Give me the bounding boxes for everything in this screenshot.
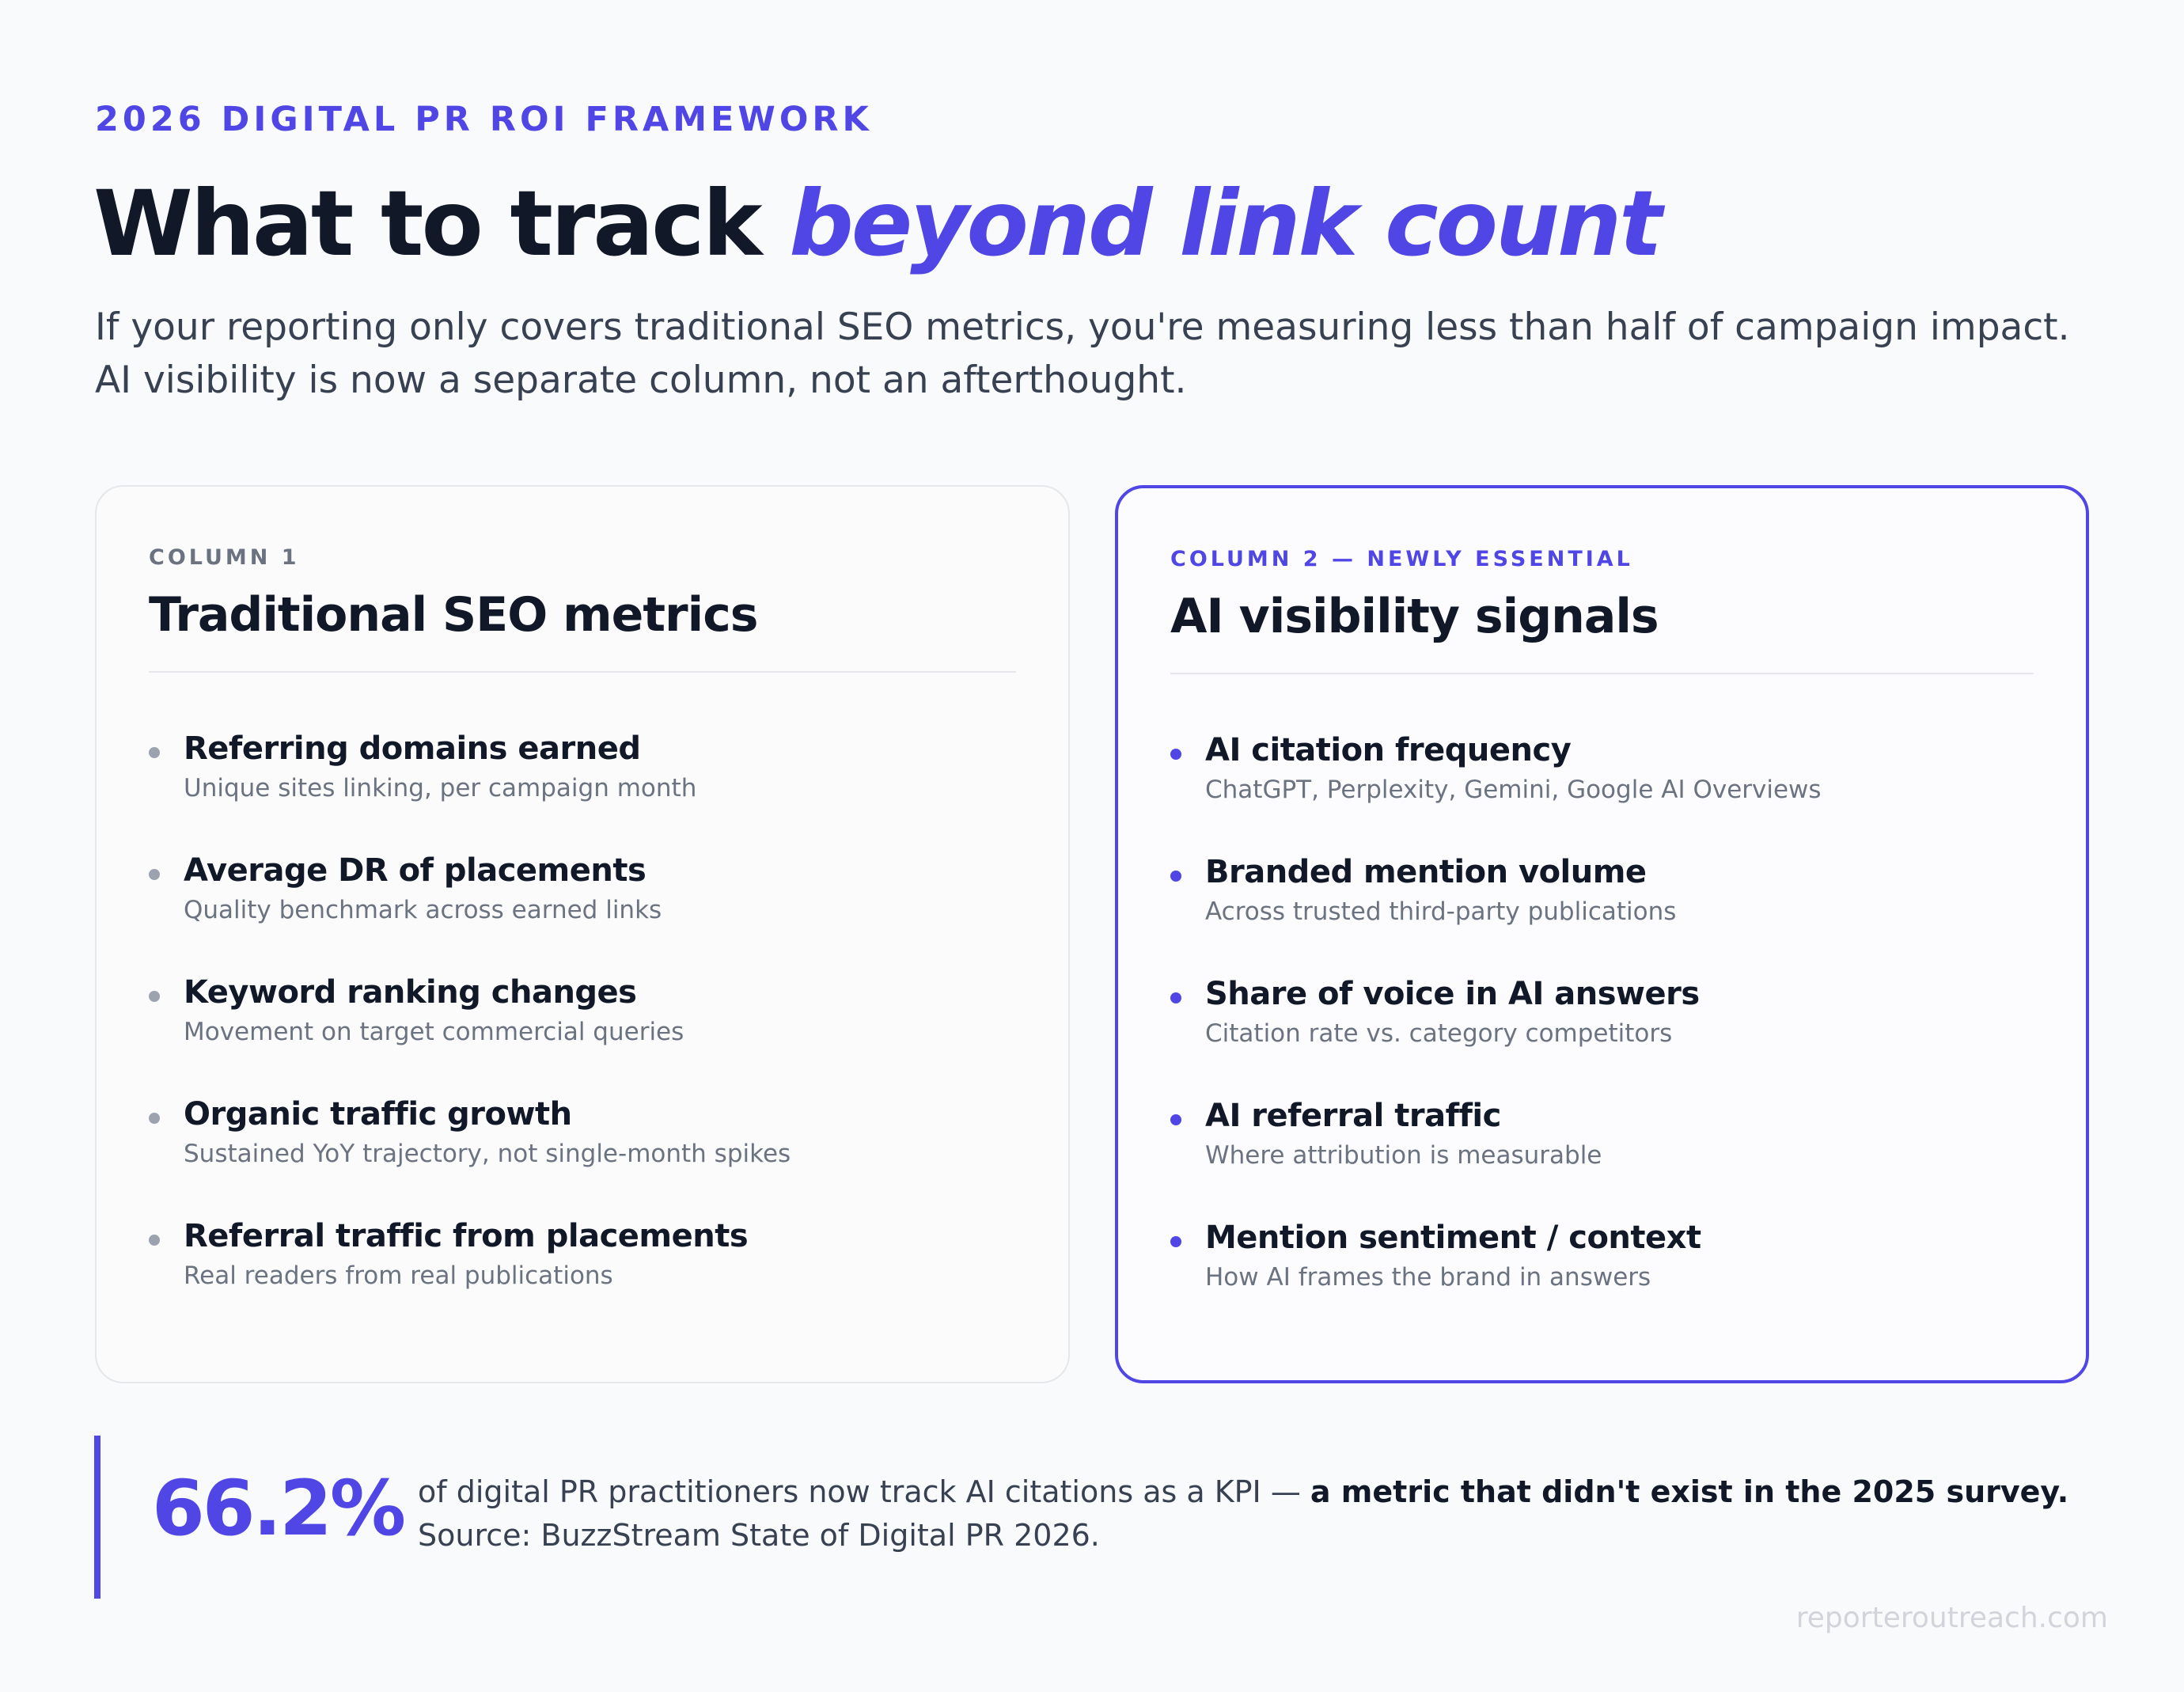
card-title: Traditional SEO metrics bbox=[149, 587, 758, 643]
item-title: AI citation frequency bbox=[1205, 732, 1572, 768]
card-label: COLUMN 2 — NEWLY ESSENTIAL bbox=[1170, 547, 1633, 571]
list-item: Referral traffic from placements Real re… bbox=[149, 1216, 1016, 1337]
ai-visibility-card: COLUMN 2 — NEWLY ESSENTIAL AI visibility… bbox=[1115, 485, 2089, 1383]
bullet-icon bbox=[149, 991, 160, 1002]
subtitle-line: AI visibility is now a separate column, … bbox=[95, 359, 1187, 402]
subtitle: If your reporting only covers traditiona… bbox=[95, 301, 2121, 407]
item-description: Citation rate vs. category competitors bbox=[1205, 1019, 1673, 1048]
item-title: Organic traffic growth bbox=[184, 1096, 572, 1132]
item-description: Movement on target commercial queries bbox=[184, 1018, 684, 1046]
page-title-main: What to track bbox=[93, 171, 790, 276]
card-divider bbox=[149, 671, 1016, 673]
page-title: What to track beyond link count bbox=[93, 171, 1663, 276]
stat-text-bold: a metric that didn't exist in the 2025 s… bbox=[1310, 1474, 2069, 1509]
footer-site[interactable]: reporteroutreach.com bbox=[1795, 1602, 2108, 1634]
stat-accent-bar bbox=[94, 1436, 100, 1599]
item-description: Real readers from real publications bbox=[184, 1261, 613, 1290]
bullet-icon bbox=[1170, 992, 1181, 1003]
stat-text: of digital PR practitioners now track AI… bbox=[418, 1470, 2095, 1557]
card-content: COLUMN 1 Traditional SEO metrics Referri… bbox=[149, 545, 1016, 1337]
stat-value: 66.2% bbox=[152, 1464, 406, 1553]
stat-text-before: of digital PR practitioners now track AI… bbox=[418, 1474, 1310, 1509]
list-item: Organic traffic growth Sustained YoY tra… bbox=[149, 1094, 1016, 1216]
item-title: Referral traffic from placements bbox=[184, 1218, 749, 1254]
card-content: COLUMN 2 — NEWLY ESSENTIAL AI visibility… bbox=[1170, 547, 2034, 1339]
item-description: Sustained YoY trajectory, not single-mon… bbox=[184, 1140, 791, 1168]
metric-list: Referring domains earned Unique sites li… bbox=[149, 728, 1016, 1337]
traditional-seo-card: COLUMN 1 Traditional SEO metrics Referri… bbox=[95, 485, 1070, 1383]
card-label: COLUMN 1 bbox=[149, 545, 300, 570]
list-item: Mention sentiment / context How AI frame… bbox=[1170, 1217, 2034, 1339]
metric-list: AI citation frequency ChatGPT, Perplexit… bbox=[1170, 730, 2034, 1339]
list-item: Share of voice in AI answers Citation ra… bbox=[1170, 973, 2034, 1095]
subtitle-line: If your reporting only covers traditiona… bbox=[95, 305, 2070, 349]
item-description: Quality benchmark across earned links bbox=[184, 896, 662, 924]
list-item: AI citation frequency ChatGPT, Perplexit… bbox=[1170, 730, 2034, 852]
bullet-icon bbox=[149, 747, 160, 758]
item-title: Referring domains earned bbox=[184, 730, 641, 767]
item-title: Share of voice in AI answers bbox=[1205, 976, 1700, 1012]
list-item: AI referral traffic Where attribution is… bbox=[1170, 1095, 2034, 1217]
page-title-accent: beyond link count bbox=[789, 171, 1663, 276]
item-description: ChatGPT, Perplexity, Gemini, Google AI O… bbox=[1205, 776, 1822, 804]
bullet-icon bbox=[149, 869, 160, 880]
stat-text-after: Source: BuzzStream State of Digital PR 2… bbox=[418, 1518, 1100, 1553]
list-item: Keyword ranking changes Movement on targ… bbox=[149, 972, 1016, 1094]
list-item: Average DR of placements Quality benchma… bbox=[149, 850, 1016, 972]
bullet-icon bbox=[149, 1235, 160, 1246]
bullet-icon bbox=[1170, 871, 1181, 882]
item-title: Average DR of placements bbox=[184, 852, 646, 889]
bullet-icon bbox=[1170, 1236, 1181, 1247]
card-divider bbox=[1170, 673, 2034, 674]
bullet-icon bbox=[1170, 749, 1181, 760]
bullet-icon bbox=[149, 1113, 160, 1124]
item-description: How AI frames the brand in answers bbox=[1205, 1263, 1651, 1292]
item-title: Mention sentiment / context bbox=[1205, 1220, 1701, 1256]
item-title: Branded mention volume bbox=[1205, 854, 1647, 890]
eyebrow: 2026 DIGITAL PR ROI FRAMEWORK bbox=[95, 100, 873, 139]
list-item: Branded mention volume Across trusted th… bbox=[1170, 852, 2034, 973]
item-description: Unique sites linking, per campaign month bbox=[184, 774, 697, 802]
item-description: Where attribution is measurable bbox=[1205, 1141, 1602, 1170]
list-item: Referring domains earned Unique sites li… bbox=[149, 728, 1016, 850]
item-title: Keyword ranking changes bbox=[184, 974, 637, 1011]
item-title: AI referral traffic bbox=[1205, 1098, 1501, 1134]
item-description: Across trusted third-party publications bbox=[1205, 897, 1677, 926]
card-title: AI visibility signals bbox=[1170, 589, 1659, 644]
bullet-icon bbox=[1170, 1114, 1181, 1125]
